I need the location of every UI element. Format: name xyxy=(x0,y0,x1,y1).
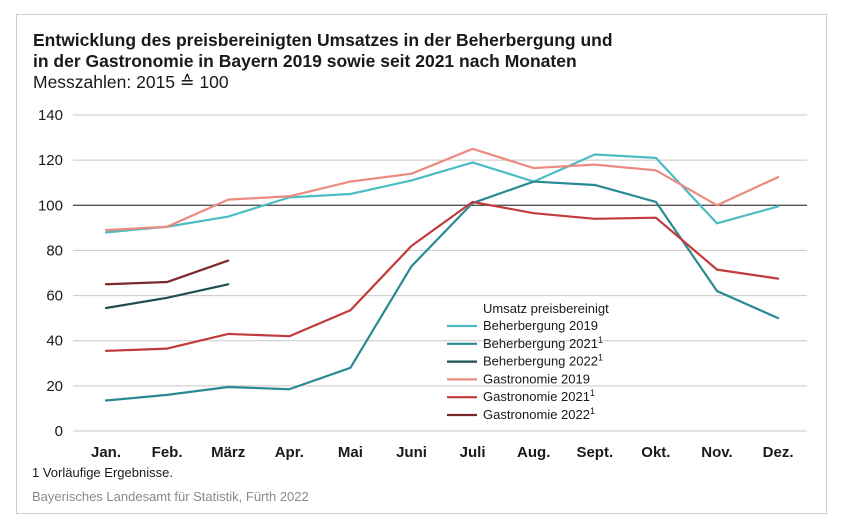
legend-series-name: Gastronomie 2019 xyxy=(483,371,590,386)
legend-item-label: Beherbergung 2019 xyxy=(483,318,598,333)
legend-item-label: Beherbergung 20211 xyxy=(483,335,603,351)
series-line-gastronomie-2022 xyxy=(104,259,230,286)
x-axis: Jan. Feb. März Apr. Mai Juni Juli Aug. Sept. Okt.… xyxy=(91,444,794,461)
x-tick-label: Juli xyxy=(460,444,486,461)
chart-subtitle: Messzahlen: 2015 ≙ 100 xyxy=(33,72,229,92)
y-tick-label: 80 xyxy=(46,242,63,259)
legend-series-name: Beherbergung 2019 xyxy=(483,318,598,333)
chart-title-line-2: in der Gastronomie in Bayern 2019 sowie … xyxy=(33,51,577,71)
legend-item-label: Gastronomie 2019 xyxy=(483,371,590,386)
x-tick-label: Aug. xyxy=(517,444,550,461)
chart-title-line-1: Entwicklung des preisbereinigten Umsatze… xyxy=(33,30,613,50)
legend-title: Umsatz preisbereinigt xyxy=(483,301,609,316)
series-line-beherbergung-2022 xyxy=(104,283,230,310)
y-tick-label: 20 xyxy=(46,378,63,395)
series-lines xyxy=(104,147,780,402)
legend-item-label: Beherbergung 20221 xyxy=(483,353,603,369)
legend-series-name: Beherbergung 2021 xyxy=(483,336,598,351)
series-line-beherbergung-2021 xyxy=(104,180,780,402)
x-tick-label: Okt. xyxy=(641,444,670,461)
legend-footnote-marker: 1 xyxy=(598,353,603,363)
grid-lines xyxy=(73,114,807,432)
y-axis: 0 20 40 60 80 100 120 140 xyxy=(38,107,63,440)
x-tick-label: Mai xyxy=(338,444,363,461)
legend-footnote-marker: 1 xyxy=(598,335,603,345)
y-tick-label: 140 xyxy=(38,107,63,124)
x-tick-label: Feb. xyxy=(152,444,183,461)
x-tick-label: Apr. xyxy=(275,444,304,461)
x-tick-label: Juni xyxy=(396,444,427,461)
x-tick-label: Nov. xyxy=(701,444,732,461)
x-tick-label: Jan. xyxy=(91,444,121,461)
source-note: Bayerisches Landesamt für Statistik, Für… xyxy=(32,489,309,504)
footnote: 1 Vorläufige Ergebnisse. xyxy=(32,465,173,480)
series-line-gastronomie-2021 xyxy=(104,200,780,352)
legend-footnote-marker: 1 xyxy=(590,388,595,398)
x-tick-label: März xyxy=(211,444,245,461)
legend-series-name: Gastronomie 2022 xyxy=(483,407,590,422)
legend-footnote-marker: 1 xyxy=(590,406,595,416)
legend-item-label: Gastronomie 20221 xyxy=(483,406,595,422)
y-tick-label: 40 xyxy=(46,333,63,350)
legend-series-name: Gastronomie 2021 xyxy=(483,389,590,404)
y-tick-label: 0 xyxy=(55,423,63,440)
y-tick-label: 100 xyxy=(38,197,63,214)
x-tick-label: Sept. xyxy=(576,444,613,461)
legend: Umsatz preisbereinigt Beherbergung 2019 Be… xyxy=(447,301,609,422)
x-tick-label: Dez. xyxy=(763,444,794,461)
legend-series-name: Beherbergung 2022 xyxy=(483,354,598,369)
y-tick-label: 120 xyxy=(38,152,63,169)
series-line-beherbergung-2019 xyxy=(104,153,780,234)
y-tick-label: 60 xyxy=(46,288,63,305)
legend-item-label: Gastronomie 20211 xyxy=(483,388,595,404)
series-line-gastronomie-2019 xyxy=(104,147,780,232)
chart-title: Entwicklung des preisbereinigten Umsatze… xyxy=(33,30,613,72)
